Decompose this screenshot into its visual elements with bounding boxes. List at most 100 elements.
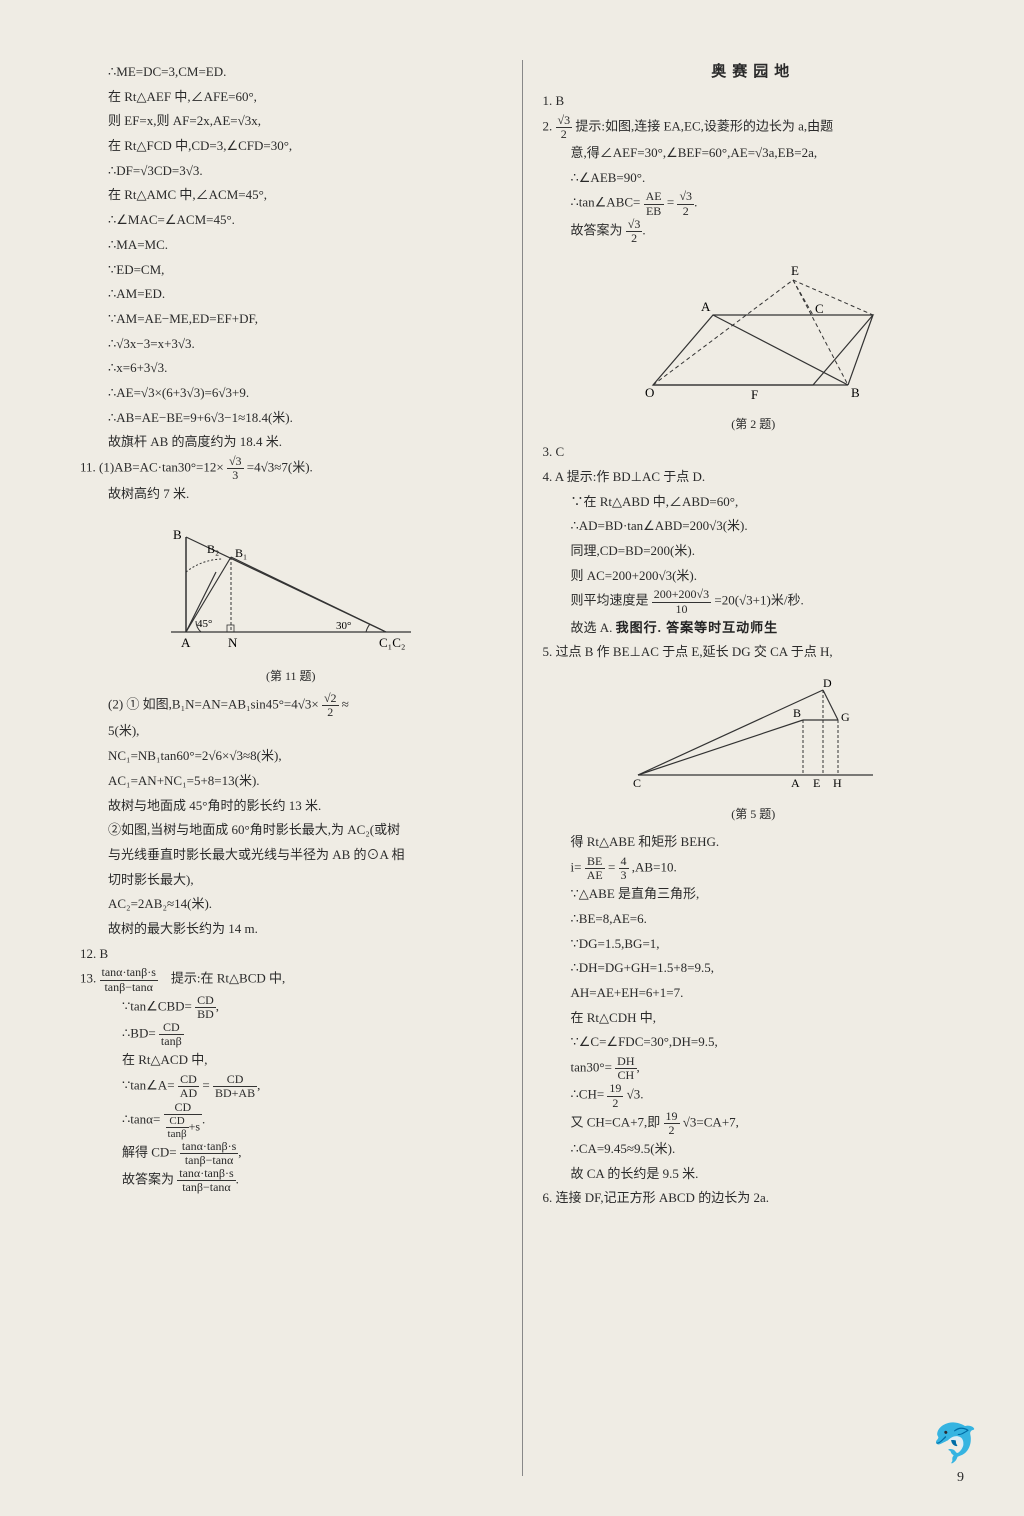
svg-text:D: D (823, 676, 832, 690)
text: 在 Rt△FCD 中,CD=3,∠CFD=30°, (80, 134, 502, 159)
fraction: 200+200√3 10 (652, 588, 711, 615)
svg-text:B: B (173, 527, 182, 542)
text: 1. B (543, 89, 965, 114)
fig11-caption: (第 11 题) (80, 667, 502, 684)
text: = (202, 1078, 209, 1093)
dolphin-icon: 🐬 (932, 1422, 979, 1466)
text: 在 Rt△AMC 中,∠ACM=45°, (80, 183, 502, 208)
fraction: CD BD+AB (213, 1073, 257, 1100)
svg-text:B₂: B₂ (207, 542, 219, 556)
text: 故 CA 的长约是 9.5 米. (543, 1162, 965, 1187)
fraction: CD BD (195, 994, 216, 1021)
text: ≈ (342, 697, 349, 712)
fraction: BE AE (585, 855, 605, 882)
text: tan30°= (571, 1060, 612, 1075)
text: √3. (627, 1087, 644, 1102)
handwriting: 我图行. 答案等时互动师生 (616, 620, 779, 635)
svg-text:30°: 30° (336, 620, 351, 632)
text: ∴ME=DC=3,CM=ED. (80, 60, 502, 85)
q13-8: 故答案为 tanα·tanβ·s tanβ−tanα . (80, 1167, 502, 1194)
text: 故树与地面成 45°角时的影长约 13 米. (80, 794, 502, 819)
text: ∴DF=√3CD=3√3. (80, 159, 502, 184)
text: ∴CA=9.45≈9.5(米). (543, 1137, 965, 1162)
q11-2-1: (2) ① 如图,B₁N=AN=AB₁sin45°=4√3× √2 2 ≈ (80, 692, 502, 719)
svg-text:C₁C₂: C₁C₂ (379, 635, 405, 650)
text: ∴DH=DG+GH=1.5+8=9.5, (543, 956, 965, 981)
svg-text:A: A (791, 776, 800, 790)
q2-4: ∴tan∠ABC= AE EB = √3 2 . (543, 190, 965, 217)
text: 则 AC=200+200√3(米). (543, 564, 965, 589)
page: ∴ME=DC=3,CM=ED. 在 Rt△AEF 中,∠AFE=60°, 则 E… (0, 0, 1024, 1516)
q2-5: 故答案为 √3 2 . (543, 218, 965, 245)
text: ∵tan∠A= (122, 1078, 175, 1093)
text: AC₁=AN+NC₁=5+8=13(米). (80, 769, 502, 794)
text: =20(√3+1)米/秒. (714, 593, 803, 608)
text: ∵AM=AE−ME,ED=EF+DF, (80, 307, 502, 332)
svg-text:B₁: B₁ (235, 546, 247, 560)
fraction: CD tanβ (159, 1021, 184, 1048)
svg-text:B: B (793, 706, 801, 720)
text: 则平均速度是 (571, 593, 649, 608)
svg-text:F: F (751, 387, 758, 402)
text: 6. 连接 DF,记正方形 ABCD 的边长为 2a. (543, 1186, 965, 1211)
text: 5. 过点 B 作 BE⊥AC 于点 E,延长 DG 交 CA 于点 H, (543, 640, 965, 665)
text: ∴AM=ED. (80, 282, 502, 307)
q13-5: ∵tan∠A= CD AD = CD BD+AB , (80, 1073, 502, 1100)
fraction: CD AD (178, 1073, 199, 1100)
text: ∵ED=CM, (80, 258, 502, 283)
text: = (608, 859, 615, 874)
q5-3: i= BE AE = 4 3 ,AB=10. (543, 855, 965, 882)
figure-11: A N B B₁ B₂ C₁C₂ 45° 30° (151, 517, 431, 657)
figure-5: C A E H B G D (623, 675, 883, 795)
fraction: tanα·tanβ·s tanβ−tanα (180, 1140, 238, 1167)
text: AH=AE+EH=6+1=7. (543, 981, 965, 1006)
fraction: tanα·tanβ·s tanβ−tanα (177, 1167, 235, 1194)
text: ∵DG=1.5,BG=1, (543, 932, 965, 957)
fraction: CD CD tanβ +s (164, 1101, 202, 1140)
text: 又 CH=CA+7,即 (571, 1114, 661, 1129)
text: 意,得∠AEF=30°,∠BEF=60°,AE=√3a,EB=2a, (543, 141, 965, 166)
text: 5(米), (80, 719, 502, 744)
text: 在 Rt△CDH 中, (543, 1006, 965, 1031)
fraction: 4 3 (619, 855, 629, 882)
text: ∴BD= (122, 1026, 156, 1041)
svg-text:45°: 45° (197, 618, 212, 630)
fraction: tanα·tanβ·s tanβ−tanα (100, 966, 158, 993)
text: √3=CA+7, (683, 1114, 739, 1129)
text: 2. (543, 118, 556, 133)
svg-text:E: E (813, 776, 820, 790)
fraction: √3 2 (677, 190, 694, 217)
text: ∴∠MAC=∠ACM=45°. (80, 208, 502, 233)
page-number: 9 (957, 1470, 964, 1486)
left-column: ∴ME=DC=3,CM=ED. 在 Rt△AEF 中,∠AFE=60°, 则 E… (70, 60, 523, 1476)
svg-text:O: O (645, 385, 654, 400)
text: ②如图,当树与地面成 60°角时影长最大,为 AC₂(或树 (80, 818, 502, 843)
q4-7: 故选 A. 我图行. 答案等时互动师生 (543, 616, 965, 641)
text: =4√3≈7(米). (247, 460, 313, 475)
text: 故答案为 (571, 222, 623, 237)
text: = (667, 195, 674, 210)
fig5-caption: (第 5 题) (543, 805, 965, 822)
q13-6: ∴tanα= CD CD tanβ +s . (80, 1101, 502, 1140)
text: 提示:在 Rt△BCD 中, (171, 971, 285, 986)
text: 切时影长最大), (80, 868, 502, 893)
fraction: 19 2 (664, 1110, 680, 1137)
q11-line1: 11. (1)AB=AC·tan30°=12× √3 3 =4√3≈7(米). (80, 455, 502, 482)
fig2-caption: (第 2 题) (543, 415, 965, 432)
right-column: 奥赛园地 1. B 2. √3 2 提示:如图,连接 EA,EC,设菱形的边长为… (523, 60, 975, 1476)
fraction: DH CH (615, 1055, 636, 1082)
text: ∴AB=AE−BE=9+6√3−1≈18.4(米). (80, 406, 502, 431)
section-title: 奥赛园地 (543, 60, 965, 81)
text: (2) ① 如图,B₁N=AN=AB₁sin45°=4√3× (108, 697, 319, 712)
fraction: √3 2 (626, 218, 643, 245)
svg-text:N: N (228, 635, 238, 650)
text: ∴AE=√3×(6+3√3)=6√3+9. (80, 381, 502, 406)
q13-line1: 13. tanα·tanβ·s tanβ−tanα 提示:在 Rt△BCD 中, (80, 966, 502, 993)
text: i= (571, 859, 582, 874)
text: ∴AD=BD·tan∠ABD=200√3(米). (543, 514, 965, 539)
text: 在 Rt△ACD 中, (80, 1048, 502, 1073)
text: 解得 CD= (122, 1145, 177, 1160)
q5-12: ∴CH= 19 2 √3. (543, 1082, 965, 1109)
text: 12. B (80, 942, 502, 967)
q2-line1: 2. √3 2 提示:如图,连接 EA,EC,设菱形的边长为 a,由题 (543, 114, 965, 141)
